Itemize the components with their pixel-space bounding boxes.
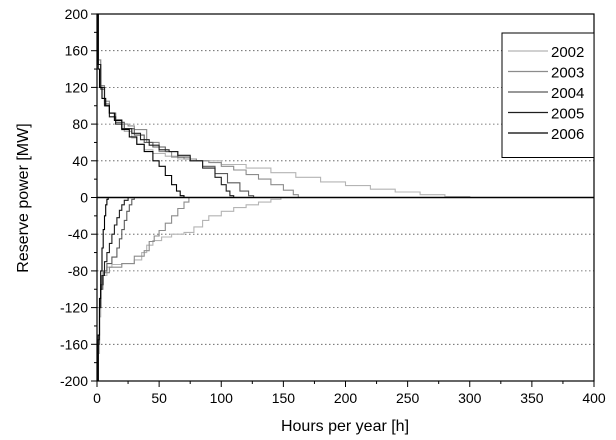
y-tick-label: -120 [60, 300, 88, 316]
tick-marks [91, 13, 595, 387]
y-tick-label: 120 [65, 79, 89, 95]
legend-label-2006: 2006 [551, 126, 584, 143]
x-tick-label: 150 [272, 390, 296, 406]
legend-label-2002: 2002 [551, 44, 584, 61]
y-tick-label: 40 [72, 153, 88, 169]
x-tick-label: 0 [93, 390, 101, 406]
series-line-2006-lower [97, 196, 594, 382]
x-axis-title: Hours per year [h] [281, 418, 409, 435]
y-tick-label: -40 [68, 226, 88, 242]
x-tick-label: 300 [458, 390, 482, 406]
legend-label-2005: 2005 [551, 106, 584, 123]
x-tick-label: 400 [582, 390, 606, 406]
x-tick-label: 100 [210, 390, 234, 406]
y-tick-label: -80 [68, 263, 88, 279]
x-tick-label: 350 [520, 390, 544, 406]
y-axis-title: Reserve power [MW] [15, 123, 32, 272]
y-tick-label: -200 [60, 373, 88, 389]
series-line-2005-lower [97, 196, 594, 382]
tick-labels: -200 -160 -120 -80 -40 0 40 80 120 160 200 0 50 100 15… [60, 6, 606, 406]
legend: 2002 2003 2004 2005 2006 [501, 32, 595, 158]
x-tick-label: 50 [151, 390, 167, 406]
legend-label-2003: 2003 [551, 65, 584, 82]
series-line-2006-upper [97, 13, 594, 199]
y-tick-label: -160 [60, 336, 88, 352]
legend-label-2004: 2004 [551, 85, 584, 102]
y-tick-label: 80 [72, 116, 88, 132]
y-tick-label: 0 [80, 190, 88, 206]
x-tick-label: 250 [396, 390, 420, 406]
series-lines [97, 13, 594, 382]
y-tick-label: 200 [65, 6, 89, 22]
legend-box [501, 32, 595, 158]
y-tick-label: 160 [65, 43, 89, 59]
x-tick-label: 200 [334, 390, 358, 406]
